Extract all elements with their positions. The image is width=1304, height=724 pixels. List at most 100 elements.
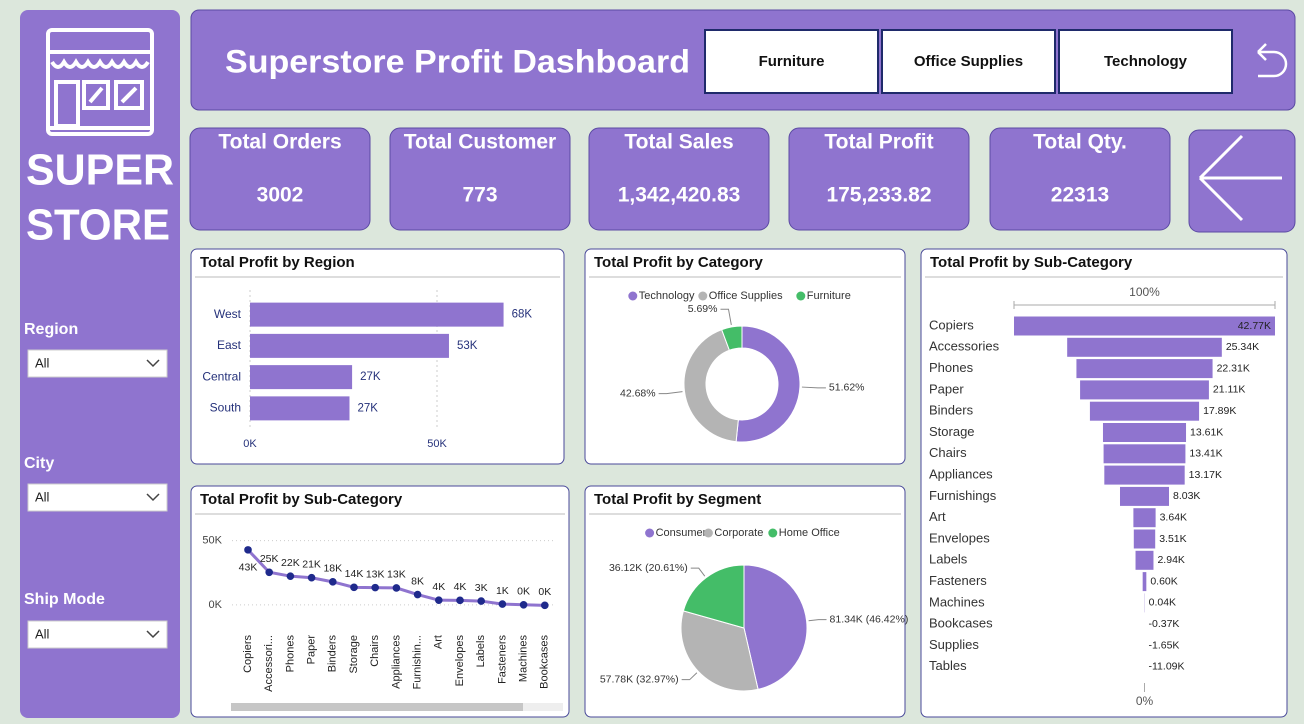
category-button[interactable] [704,29,879,94]
funnel-bar [1119,486,1170,506]
point [477,597,486,605]
data-label: 0.04K [1149,597,1176,609]
data-label: -0.37K [1149,618,1180,630]
point [307,573,316,582]
data-label: 68K [512,309,533,321]
point [498,600,507,608]
category-button[interactable] [1058,29,1233,94]
filter-label: City [24,455,54,472]
category-label: Bookcases [929,616,993,631]
kpi-card [389,127,571,231]
category-label: Tables [929,658,967,673]
logo-text: SUPER [26,146,174,195]
funnel-bar [1142,572,1147,592]
leader-line [808,619,827,622]
bar [250,365,353,390]
data-label: 3.64K [1160,511,1187,523]
slice [721,325,743,351]
category-label: Fasteners [929,573,987,588]
filter-dropdown[interactable] [27,483,168,512]
kpi-label: Total Qty. [1033,131,1127,154]
data-label: 21.11K [1213,384,1246,396]
leader-line [681,672,698,681]
x-tick-label: Bookcases [539,635,551,689]
logo-text: STORE [26,201,170,250]
legend-marker [768,528,778,538]
filter-value: All [35,489,50,504]
dropdown-chevron [146,493,160,502]
slice [682,564,745,629]
funnel-bar [1103,444,1186,464]
category-label: Copiers [929,317,974,332]
chart-title: Total Profit by Region [200,254,355,271]
data-label: 0K [538,586,551,598]
filter-value: All [35,626,50,641]
legend-marker [645,528,655,538]
category-label: Accessories [929,339,1000,354]
filter-dropdown[interactable] [27,620,168,649]
x-tick-label: 0K [243,438,257,450]
funnel-bar [1076,359,1213,379]
x-tick-label: Machines [518,635,530,683]
legend-marker [703,528,713,538]
data-label: 81.34K (46.42%) [830,613,909,625]
scrollbar-thumb[interactable] [231,703,523,711]
slice [683,329,739,443]
category-label: Binders [929,403,974,418]
bar [250,333,449,358]
y-tick-label: East [217,338,242,352]
data-label: 18K [323,563,342,575]
bar [250,396,350,421]
back-button[interactable] [1188,129,1296,233]
legend-marker [698,291,708,301]
y-tick-label: South [210,401,241,415]
back-icon[interactable] [1257,43,1288,78]
x-tick-label: Phones [284,635,296,673]
leader-line [658,391,683,395]
filter-dropdown[interactable] [27,349,168,378]
funnel-bar [1102,423,1187,442]
kpi-card [189,127,371,231]
category-label: Art [929,509,946,524]
data-label: 3K [475,582,488,594]
y-tick-label: 50K [202,534,222,546]
kpi-value: 773 [462,184,497,207]
point [371,583,380,592]
category-button[interactable] [881,29,1056,94]
bar [250,302,504,327]
chart-panel [584,248,906,465]
legend-label: Home Office [779,527,840,539]
data-label: 13K [387,569,406,581]
chart-title: Total Profit by Sub-Category [200,491,403,508]
filter-label: Ship Mode [24,591,105,608]
point [435,596,443,604]
x-tick-label: Binders [327,635,339,673]
kpi-value: 22313 [1051,184,1109,207]
data-label: 0.60K [1150,575,1177,587]
point [244,546,252,554]
data-label: 36.12K (20.61%) [609,562,688,574]
x-tick-label: Labels [475,635,487,668]
chart-title: Total Profit by Sub-Category [930,254,1133,271]
x-tick-label: Copiers [242,635,254,673]
kpi-label: Total Sales [624,131,733,154]
scale-label: 100% [1129,285,1160,299]
data-label: 8K [411,575,424,587]
category-label: Labels [929,552,968,567]
chart-title: Total Profit by Segment [594,491,761,508]
point [329,578,337,586]
slice [743,564,808,691]
kpi-card [989,127,1171,231]
point [392,584,401,592]
leader-line [801,386,826,389]
data-label: 8.03K [1173,490,1200,502]
point [350,583,358,592]
data-label: 13.17K [1189,469,1222,481]
data-label: 22.31K [1217,362,1250,374]
point [456,596,464,605]
slice [735,325,801,443]
legend-label: Office Supplies [709,290,783,302]
category-label: Machines [929,594,985,609]
button-label: Technology [1104,53,1188,70]
data-label: 21K [302,558,321,570]
